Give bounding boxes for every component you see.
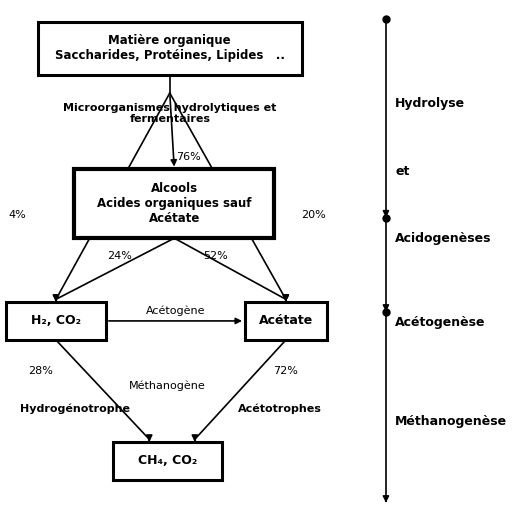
Text: Méthanogène: Méthanogène	[129, 380, 206, 391]
Text: 76%: 76%	[175, 152, 200, 162]
Text: Acétate: Acétate	[259, 314, 313, 328]
FancyBboxPatch shape	[6, 302, 106, 340]
Text: Microorganismes hydrolytiques et
fermentaires: Microorganismes hydrolytiques et ferment…	[63, 102, 277, 124]
Text: Acétogène: Acétogène	[146, 306, 205, 316]
FancyBboxPatch shape	[74, 169, 275, 238]
Text: Acétotrophes: Acétotrophes	[238, 403, 322, 414]
Text: Hydrogénotrophe: Hydrogénotrophe	[20, 403, 130, 414]
Text: Acétogenèse: Acétogenèse	[395, 316, 486, 329]
Text: Méthanogenèse: Méthanogenèse	[395, 415, 507, 428]
Text: et: et	[395, 165, 409, 179]
Text: 52%: 52%	[203, 251, 228, 261]
Text: CH₄, CO₂: CH₄, CO₂	[138, 455, 197, 467]
Text: 24%: 24%	[107, 251, 132, 261]
FancyBboxPatch shape	[113, 442, 222, 480]
Text: Hydrolyse: Hydrolyse	[395, 97, 465, 110]
Text: Alcools
Acides organiques sauf
Acétate: Alcools Acides organiques sauf Acétate	[97, 182, 252, 225]
Text: 28%: 28%	[28, 366, 53, 376]
FancyBboxPatch shape	[245, 302, 327, 340]
Text: Acidogenèses: Acidogenèses	[395, 231, 492, 245]
Text: 4%: 4%	[8, 210, 26, 220]
Text: Matière organique
Saccharides, Protéines, Lipides   ..: Matière organique Saccharides, Protéines…	[55, 34, 285, 62]
Text: 20%: 20%	[301, 210, 326, 220]
FancyBboxPatch shape	[38, 22, 302, 75]
Text: 72%: 72%	[273, 366, 298, 376]
Text: H₂, CO₂: H₂, CO₂	[31, 314, 81, 328]
